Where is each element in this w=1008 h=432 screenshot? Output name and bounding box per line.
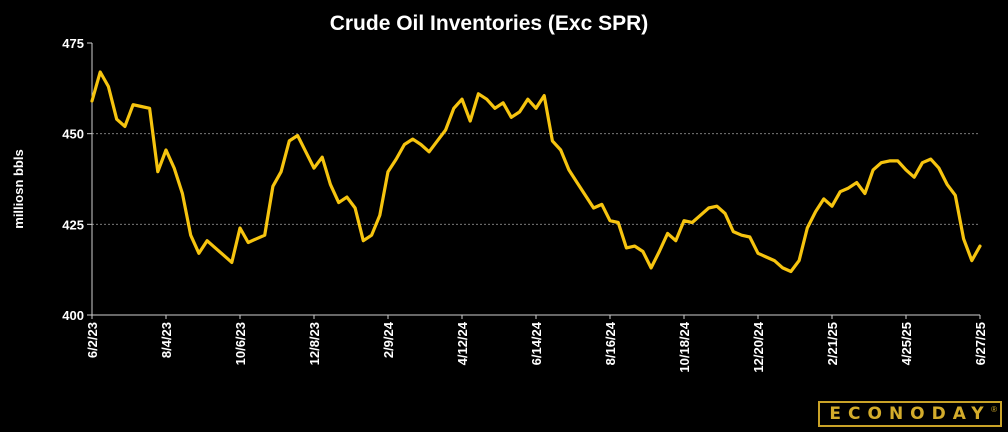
x-tick-labels: 6/2/23 8/4/23 10/6/23 12/8/23 2/9/24 4/12/24 6… [85, 321, 988, 372]
x-tick-label: 10/6/23 [233, 322, 248, 365]
y-tick-label: 400 [62, 308, 84, 323]
x-tick-label: 4/25/25 [899, 322, 914, 365]
x-tick-label: 6/27/25 [973, 322, 988, 365]
registered-mark: ® [991, 405, 997, 414]
gridlines [92, 133, 980, 225]
x-tick-label: 8/16/24 [603, 321, 618, 365]
x-tick-label: 2/21/25 [825, 322, 840, 365]
x-tick-label: 10/18/24 [677, 321, 692, 372]
y-tick-label: 475 [62, 36, 84, 51]
x-tick-label: 8/4/23 [159, 322, 174, 358]
econoday-logo: ECONODAY ® [818, 401, 1002, 427]
x-tick-label: 4/12/24 [455, 321, 470, 365]
chart-title: Crude Oil Inventories (Exc SPR) [330, 12, 649, 35]
y-axis-label: milliosn bbls [11, 149, 26, 228]
x-tick-label: 6/2/23 [85, 322, 100, 358]
y-tick-label: 450 [62, 127, 84, 142]
x-tick-label: 12/20/24 [751, 321, 766, 372]
axes [87, 42, 981, 319]
x-tick-label: 6/14/24 [529, 321, 544, 365]
x-tick-label: 12/8/23 [307, 322, 322, 365]
logo-text: ECONODAY [829, 404, 991, 424]
y-tick-label: 425 [62, 217, 84, 232]
x-tick-label: 2/9/24 [381, 321, 396, 358]
inventory-series-line [90, 70, 982, 274]
y-tick-labels: 400 425 450 475 [62, 36, 84, 323]
